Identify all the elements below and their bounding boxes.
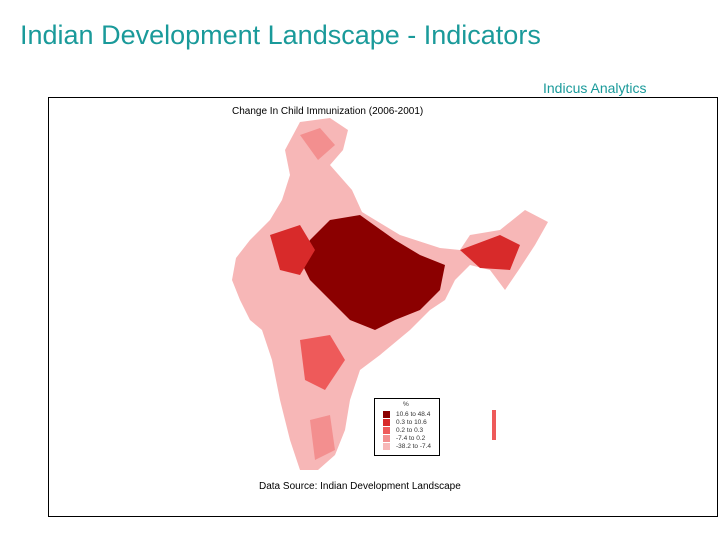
islands xyxy=(492,410,496,440)
slide-title: Indian Development Landscape - Indicator… xyxy=(20,20,541,50)
legend-swatch xyxy=(383,411,390,418)
map-legend: % 10.6 to 48.4 0.3 to 10.6 0.2 to 0.3 -7… xyxy=(374,398,440,456)
legend-label: -38.2 to -7.4 xyxy=(396,443,432,450)
legend-item: -7.4 to 0.2 xyxy=(383,435,425,442)
region-mid xyxy=(270,225,315,275)
region-high xyxy=(300,215,445,330)
legend-unit: % xyxy=(403,401,409,408)
slide-subtitle: Indicus Analytics xyxy=(543,80,647,96)
legend-item: -38.2 to -7.4 xyxy=(383,443,431,450)
map-title: Change In Child Immunization (2006-2001) xyxy=(232,106,424,117)
legend-item: 0.2 to 0.3 xyxy=(383,427,423,434)
legend-swatch xyxy=(383,427,390,434)
legend-item: 10.6 to 48.4 xyxy=(383,411,430,418)
legend-swatch xyxy=(383,435,390,442)
legend-item: 0.3 to 10.6 xyxy=(383,419,427,426)
legend-label: 10.6 to 48.4 xyxy=(396,411,431,418)
region-south xyxy=(310,415,335,460)
data-source: Data Source: Indian Development Landscap… xyxy=(259,481,461,492)
legend-swatch xyxy=(383,443,390,450)
legend-label: -7.4 to 0.2 xyxy=(396,435,426,442)
region-north xyxy=(300,128,335,160)
region-northeast xyxy=(460,235,520,270)
region-mid2 xyxy=(300,335,345,390)
legend-label: 0.3 to 10.6 xyxy=(396,419,427,426)
legend-swatch xyxy=(383,419,390,426)
legend-label: 0.2 to 0.3 xyxy=(396,427,424,434)
